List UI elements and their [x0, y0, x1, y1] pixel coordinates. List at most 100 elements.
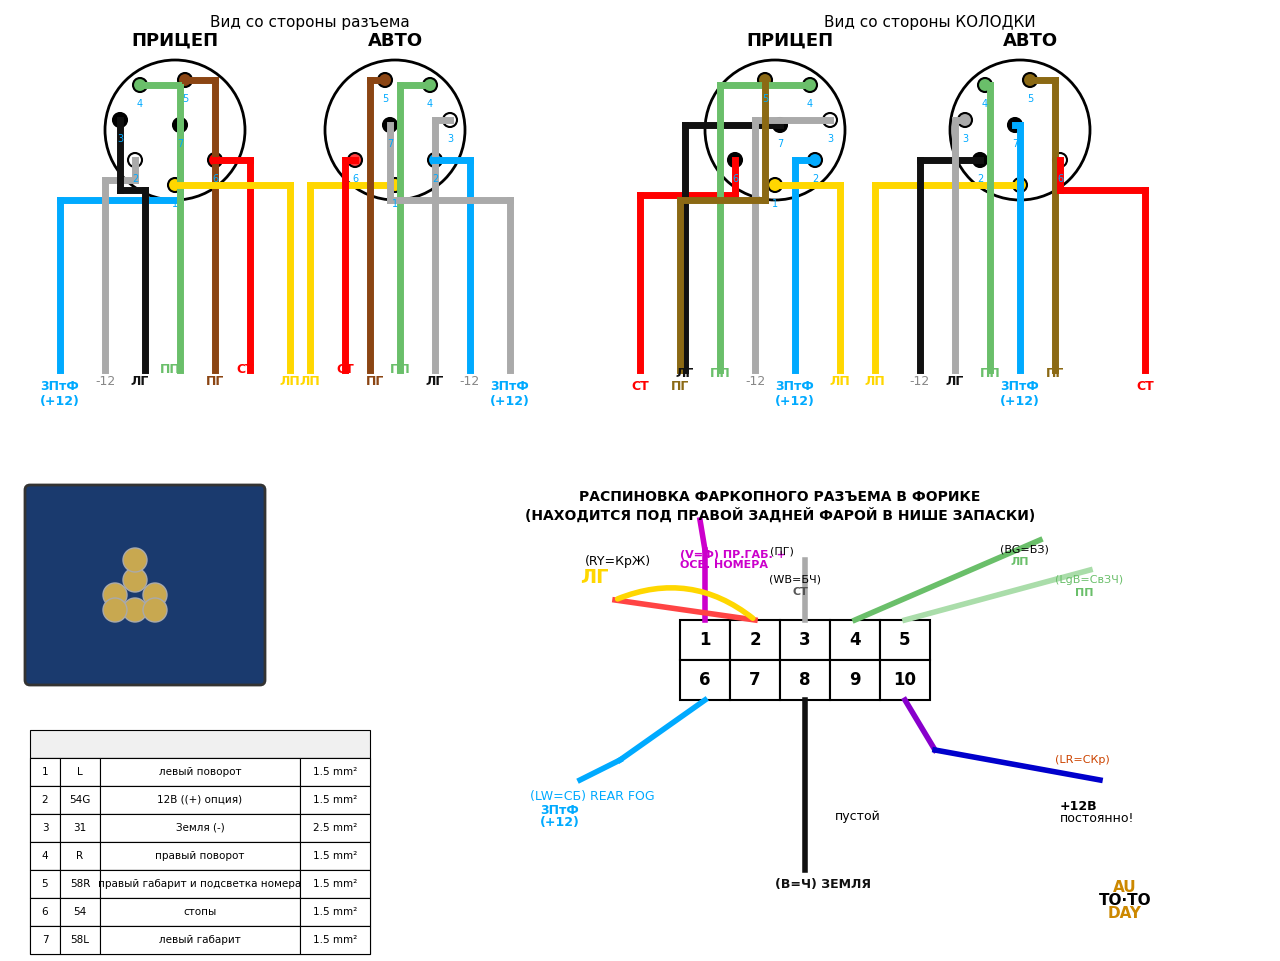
Text: 4: 4	[806, 99, 813, 109]
Text: (RY=КрЖ): (RY=КрЖ)	[585, 555, 652, 568]
Bar	[100, 926, 300, 954]
Text: 6: 6	[699, 671, 710, 689]
Text: 6: 6	[732, 174, 739, 184]
Bar	[881, 620, 931, 660]
Circle shape	[803, 78, 817, 92]
Text: 58R: 58R	[70, 879, 90, 889]
Text: -12: -12	[745, 375, 765, 388]
Text: 1.5 mm²: 1.5 mm²	[312, 935, 357, 945]
Text: ПРИЦЕП: ПРИЦЕП	[746, 32, 833, 50]
Text: 5: 5	[900, 631, 911, 649]
Text: -12: -12	[460, 375, 480, 388]
Text: 2: 2	[749, 631, 760, 649]
Text: 31: 31	[73, 823, 87, 833]
Circle shape	[388, 178, 402, 192]
Circle shape	[422, 78, 436, 92]
Text: пустой: пустой	[835, 810, 881, 823]
Text: СТ: СТ	[631, 380, 649, 393]
Bar	[780, 660, 829, 700]
Text: (ПГ): (ПГ)	[771, 547, 794, 557]
Bar	[300, 926, 370, 954]
Bar	[60, 926, 100, 954]
Text: 3: 3	[116, 134, 123, 144]
Bar	[300, 870, 370, 898]
Text: (НАХОДИТСЯ ПОД ПРАВОЙ ЗАДНЕЙ ФАРОЙ В НИШЕ ЗАПАСКИ): (НАХОДИТСЯ ПОД ПРАВОЙ ЗАДНЕЙ ФАРОЙ В НИШ…	[525, 508, 1036, 523]
Text: L: L	[77, 767, 83, 777]
Text: ЛГ: ЛГ	[580, 568, 608, 587]
Text: ЛП: ЛП	[1010, 557, 1029, 567]
Circle shape	[428, 153, 442, 167]
Text: 2: 2	[431, 174, 438, 184]
Text: РАСПИНОВКА ФАРКОПНОГО РАЗЪЕМА В ФОРИКЕ: РАСПИНОВКА ФАРКОПНОГО РАЗЪЕМА В ФОРИКЕ	[580, 490, 980, 504]
Bar	[829, 620, 881, 660]
Text: 2.5 mm²: 2.5 mm²	[312, 823, 357, 833]
Bar	[100, 870, 300, 898]
Bar	[300, 758, 370, 786]
Text: 6: 6	[212, 174, 218, 184]
Text: 12В ((+) опция): 12В ((+) опция)	[157, 795, 243, 805]
Bar	[881, 660, 931, 700]
Bar	[100, 786, 300, 814]
Text: ОСВ. НОМЕРА: ОСВ. НОМЕРА	[680, 560, 768, 570]
Text: (B=Ч) ЗЕМЛЯ: (B=Ч) ЗЕМЛЯ	[774, 878, 870, 891]
Bar	[680, 620, 730, 660]
Text: 4: 4	[137, 99, 143, 109]
Text: 10: 10	[893, 671, 916, 689]
Text: СТ: СТ	[337, 363, 353, 376]
Text: 8: 8	[799, 671, 810, 689]
Text: 3ПтФ
(+12): 3ПтФ (+12)	[490, 380, 530, 408]
Circle shape	[823, 113, 837, 127]
Text: СТ: СТ	[792, 587, 808, 597]
Circle shape	[758, 73, 772, 87]
Text: 1: 1	[392, 199, 398, 209]
Text: ЛГ: ЛГ	[426, 375, 444, 388]
Circle shape	[133, 78, 147, 92]
Circle shape	[1009, 118, 1021, 132]
Text: (WB=БЧ): (WB=БЧ)	[769, 575, 820, 585]
Text: ПГ: ПГ	[366, 375, 384, 388]
Text: 5: 5	[762, 94, 768, 104]
Text: 1: 1	[172, 199, 178, 209]
Circle shape	[768, 178, 782, 192]
Text: ПП: ПП	[160, 363, 180, 376]
Bar	[29, 926, 370, 954]
Bar	[29, 758, 60, 786]
Text: ПГ: ПГ	[206, 375, 224, 388]
Text: 9: 9	[849, 671, 861, 689]
Text: 6: 6	[352, 174, 358, 184]
Bar	[300, 786, 370, 814]
Bar	[60, 758, 100, 786]
Bar	[780, 620, 829, 660]
Text: DAY: DAY	[1108, 906, 1142, 921]
Text: 2: 2	[812, 174, 818, 184]
Circle shape	[773, 118, 787, 132]
Circle shape	[102, 583, 127, 607]
Text: 7: 7	[177, 139, 183, 149]
Text: ПП: ПП	[389, 363, 411, 376]
Bar	[29, 730, 370, 758]
Circle shape	[128, 153, 142, 167]
Text: ПП: ПП	[1075, 588, 1093, 598]
Bar	[680, 660, 730, 700]
Text: 54G: 54G	[69, 795, 91, 805]
Text: правый поворот: правый поворот	[155, 851, 244, 861]
Circle shape	[1053, 153, 1068, 167]
Bar	[300, 814, 370, 842]
Bar	[300, 842, 370, 870]
Circle shape	[123, 568, 147, 592]
Text: ПРИЦЕП: ПРИЦЕП	[132, 32, 219, 50]
Text: 2: 2	[132, 174, 138, 184]
Bar	[29, 814, 370, 842]
Text: ЛГ: ЛГ	[676, 367, 694, 380]
Text: 1.5 mm²: 1.5 mm²	[312, 795, 357, 805]
Text: 7: 7	[749, 671, 760, 689]
Text: (V=Ф) ПР.ГАБ. +: (V=Ф) ПР.ГАБ. +	[680, 550, 786, 560]
Text: 54: 54	[73, 907, 87, 917]
Text: ЛП: ЛП	[279, 375, 301, 388]
Text: 7: 7	[1012, 139, 1018, 149]
Bar	[29, 870, 60, 898]
Text: Вид со стороны разъема: Вид со стороны разъема	[210, 15, 410, 30]
Circle shape	[123, 598, 147, 622]
Bar	[29, 758, 370, 786]
Circle shape	[178, 73, 192, 87]
